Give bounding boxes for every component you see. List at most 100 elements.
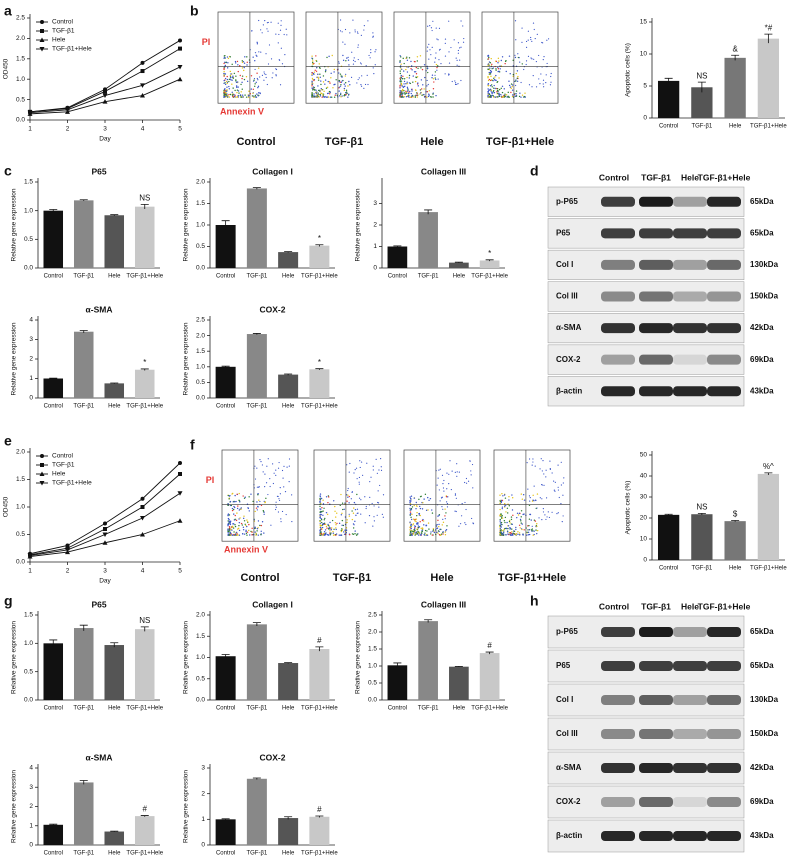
event-dot — [400, 74, 403, 77]
event-dot — [360, 63, 362, 65]
event-dot — [431, 46, 433, 48]
event-dot — [340, 530, 343, 533]
event-dot — [441, 524, 443, 526]
event-dot — [545, 469, 547, 471]
event-dot — [501, 91, 504, 94]
event-dot — [510, 87, 512, 90]
event-dot — [521, 94, 524, 96]
event-dot — [504, 527, 506, 530]
event-dot — [499, 494, 501, 496]
marker — [177, 491, 183, 496]
event-dot — [505, 511, 507, 513]
event-dot — [232, 527, 235, 529]
y-axis-label: OD450 — [3, 496, 10, 517]
y-tick-label: 5 — [643, 83, 647, 90]
event-dot — [434, 61, 436, 63]
event-dot — [257, 67, 260, 69]
event-dot — [538, 517, 540, 519]
event-dot — [335, 92, 337, 95]
event-dot — [260, 504, 263, 507]
error-bar — [49, 823, 58, 826]
event-dot — [226, 81, 229, 84]
event-dot — [529, 500, 531, 502]
marker — [39, 481, 45, 486]
event-dot — [500, 87, 502, 90]
annotation: * — [488, 249, 491, 258]
event-dot — [408, 74, 411, 77]
event-dot — [512, 75, 514, 78]
event-dot — [369, 481, 371, 483]
event-dot — [372, 465, 374, 467]
event-dot — [426, 96, 428, 98]
event-dot — [454, 494, 457, 496]
event-dot — [503, 530, 505, 532]
event-dot — [562, 515, 564, 517]
event-dot — [227, 534, 229, 536]
event-dot — [263, 71, 265, 73]
y-tick-label: 1.5 — [368, 646, 377, 653]
event-dot — [320, 502, 322, 505]
error-bar — [424, 619, 433, 623]
event-dot — [327, 501, 329, 504]
x-tick-label: Hele — [282, 404, 295, 410]
event-dot — [427, 496, 429, 499]
event-dot — [360, 461, 363, 463]
event-dot — [406, 59, 409, 61]
event-dot — [421, 529, 423, 531]
event-dot — [311, 72, 314, 74]
event-dot — [470, 474, 472, 476]
event-dot — [494, 96, 497, 98]
event-dot — [251, 534, 253, 536]
event-dot — [351, 491, 353, 493]
error-bar — [731, 520, 740, 522]
event-dot — [226, 78, 229, 81]
y-tick-label: 3 — [201, 765, 205, 772]
x-tick-label: Hele — [282, 851, 295, 857]
y-axis-label: Relative gene expression — [11, 770, 18, 843]
event-dot — [334, 522, 337, 524]
event-dot — [253, 77, 256, 80]
event-dot — [431, 534, 434, 536]
event-dot — [525, 60, 528, 62]
event-dot — [339, 85, 342, 87]
event-dot — [421, 94, 423, 96]
event-dot — [319, 95, 322, 97]
event-dot — [341, 528, 343, 530]
event-dot — [399, 60, 401, 62]
event-dot — [334, 94, 336, 96]
event-dot — [532, 530, 534, 532]
event-dot — [443, 490, 445, 492]
dot-plot-frame — [305, 11, 383, 104]
event-dot — [228, 88, 231, 90]
event-dot — [499, 68, 501, 70]
event-dot — [263, 532, 265, 534]
event-dot — [256, 501, 258, 503]
event-dot — [513, 80, 516, 82]
event-dot — [261, 74, 264, 76]
event-dot — [257, 86, 259, 89]
event-dot — [235, 80, 237, 82]
event-dot — [511, 528, 513, 530]
event-dot — [348, 513, 350, 515]
event-dot — [328, 528, 330, 530]
event-dot — [377, 490, 379, 492]
event-dot — [511, 95, 514, 98]
event-dot — [528, 84, 531, 86]
event-dot — [510, 83, 513, 85]
event-dot — [235, 500, 237, 503]
event-dot — [414, 80, 417, 83]
event-dot — [456, 463, 458, 465]
event-dot — [320, 513, 322, 516]
event-dot — [461, 503, 463, 505]
event-dot — [546, 39, 548, 41]
event-dot — [347, 56, 349, 58]
event-dot — [347, 494, 349, 496]
x-tick-label: Hele — [108, 404, 121, 410]
event-dot — [515, 84, 517, 87]
event-dot — [234, 518, 236, 521]
event-dot — [232, 77, 235, 79]
event-dot — [228, 514, 231, 516]
event-dot — [348, 495, 351, 498]
event-dot — [556, 512, 558, 515]
event-dot — [402, 89, 404, 92]
